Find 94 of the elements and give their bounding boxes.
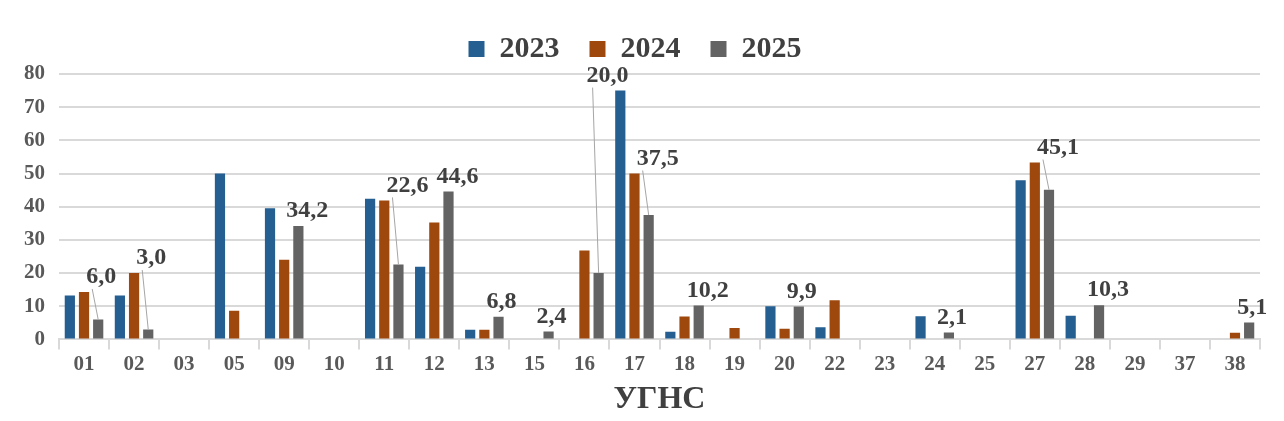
legend-label: 2024 [620,29,681,63]
data-label: 3,0 [136,243,167,270]
x-tick-label: 37 [1174,351,1196,376]
x-tick-label: 16 [573,351,595,376]
x-tick-label: 28 [1074,351,1096,376]
bar [629,173,640,339]
bar [1065,315,1076,339]
bar [829,300,840,339]
x-tick-label: 29 [1124,351,1146,376]
bar [293,225,304,339]
bar [114,295,125,339]
y-tick-label: 50 [24,159,45,184]
x-tick-label: 13 [473,351,495,376]
bar [64,295,75,339]
bar [615,90,626,339]
x-tick-label: 25 [974,351,996,376]
bar [579,250,590,339]
x-tick-label: 01 [73,351,95,376]
data-label: 34,2 [286,196,329,223]
bar [943,332,955,339]
x-tick-label: 23 [874,351,896,376]
bar [1093,305,1105,339]
bar [479,329,490,339]
x-axis-title: УГНС [613,379,706,416]
legend-label: 2025 [741,29,802,63]
bar [779,328,790,339]
x-tick-label: 17 [623,351,645,376]
data-label: 6,0 [86,262,117,289]
x-tick-label: 38 [1224,351,1246,376]
data-label: 2,1 [936,302,967,329]
bar [1015,180,1026,339]
bar [429,222,440,339]
bar [264,208,276,339]
x-tick-label: 12 [423,351,445,376]
bar [465,329,476,339]
bar [143,329,154,339]
x-tick-label: 10 [323,351,345,376]
bar [729,328,740,339]
bar [393,264,404,339]
bar [1029,162,1040,339]
data-label: 37,5 [636,143,679,170]
y-tick-label: 80 [24,60,45,85]
bar [379,200,390,339]
bar [679,316,690,339]
y-tick-label: 0 [34,325,45,350]
y-tick-label: 60 [24,126,45,151]
y-tick-label: 10 [24,292,45,317]
x-tick-label: 27 [1024,351,1046,376]
y-tick-label: 20 [24,259,45,284]
bar [693,305,704,339]
data-label: 45,1 [1036,132,1079,159]
x-tick-label: 22 [824,351,846,376]
bar [78,291,90,339]
bar [543,331,554,339]
bar [128,273,140,339]
data-label: 44,6 [436,161,479,188]
bar [229,310,240,339]
y-tick-label: 40 [24,193,45,218]
x-tick-label: 18 [674,351,696,376]
data-label: 10,3 [1087,275,1130,302]
bar [93,319,104,339]
x-tick-label: 15 [523,351,545,376]
bar [643,214,654,339]
bar [493,316,504,339]
bar [815,327,826,339]
x-tick-label: 09 [273,351,295,376]
x-tick-label: 20 [774,351,796,376]
bar [415,266,426,339]
data-label: 5,1 [1237,292,1268,319]
x-tick-label: 03 [173,351,195,376]
data-label: 6,8 [486,287,517,314]
x-tick-label: 19 [724,351,746,376]
bar [765,306,776,339]
bar [1244,322,1255,339]
x-tick-label: 11 [374,351,395,376]
bar [1043,189,1055,339]
data-label: 9,9 [786,276,817,303]
y-tick-label: 30 [24,226,45,251]
bar [793,306,804,339]
bar [593,273,604,339]
data-label: 2,4 [536,301,567,328]
data-label: 22,6 [386,170,429,197]
legend-label: 2023 [499,29,560,63]
x-tick-label: 05 [223,351,245,376]
bar [364,198,376,339]
bar [443,191,454,339]
data-label: 10,2 [686,275,729,302]
data-label: 20,0 [586,60,629,87]
bar [214,173,226,339]
bar [279,259,290,339]
y-tick-label: 70 [24,93,45,118]
x-tick-label: 24 [924,351,946,376]
bar [915,316,926,339]
x-tick-label: 02 [123,351,145,376]
